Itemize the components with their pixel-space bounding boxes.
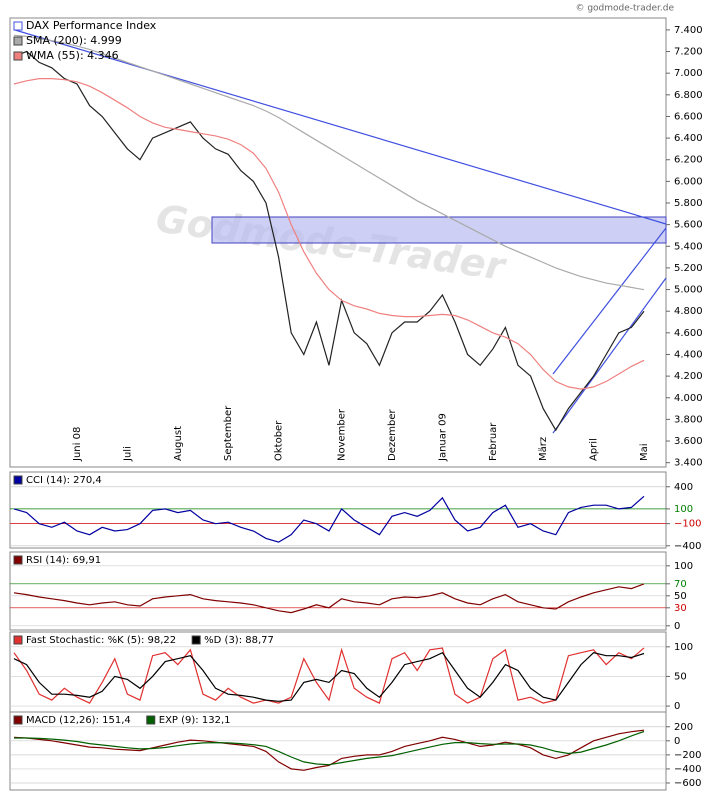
y-tick-label: 0	[674, 701, 680, 712]
legend-label: RSI (14): 69,91	[26, 555, 101, 566]
x-tick-label: April	[589, 438, 600, 461]
legend-label: SMA (200): 4.999	[26, 34, 122, 47]
y-tick-label: 4.000	[674, 393, 703, 404]
legend-swatch	[13, 555, 23, 565]
x-tick-label: Dezember	[387, 409, 398, 461]
x-tick-label: Juni 08	[72, 427, 83, 462]
legend-swatch	[13, 36, 23, 46]
series-line	[13, 50, 645, 432]
legend-label: EXP (9): 132,1	[159, 715, 231, 726]
channel-line	[552, 227, 667, 375]
series-line	[13, 78, 645, 390]
y-tick-label: −100	[674, 519, 701, 530]
y-tick-label: 7.200	[674, 47, 703, 58]
legend-label: Fast Stochastic: %K (5): 98,22	[26, 635, 176, 646]
y-tick-label: −400	[674, 764, 701, 775]
y-tick-label: 3.600	[674, 436, 703, 447]
y-tick-label: −400	[674, 541, 701, 552]
legend-label: CCI (14): 270,4	[26, 475, 102, 486]
legend-swatch	[13, 21, 23, 31]
y-tick-label: 3.400	[674, 458, 703, 469]
y-tick-label: 6.600	[674, 111, 703, 122]
y-tick-label: 200	[674, 722, 693, 733]
y-tick-label: 4.200	[674, 371, 703, 382]
y-tick-label: 6.000	[674, 176, 703, 187]
legend-swatch	[13, 51, 23, 61]
y-tick-label: 6.800	[674, 90, 703, 101]
y-tick-label: 50	[674, 671, 687, 682]
y-tick-label: 30	[674, 603, 687, 614]
series-line	[13, 647, 645, 704]
y-tick-label: 4.800	[674, 306, 703, 317]
channel-line	[552, 277, 667, 434]
series-line	[13, 729, 645, 771]
x-tick-label: Juli	[122, 446, 133, 462]
x-tick-label: Februar	[488, 422, 499, 461]
legend-swatch	[191, 635, 201, 645]
y-tick-label: 5.200	[674, 263, 703, 274]
x-tick-label: Mai	[639, 443, 650, 461]
x-tick-label: August	[173, 426, 184, 461]
resistance-zone	[211, 216, 667, 244]
series-line	[13, 34, 645, 291]
legend-label: DAX Performance Index	[26, 19, 157, 32]
y-tick-label: 4.600	[674, 328, 703, 339]
legend-label: %D (3): 88,77	[204, 635, 274, 646]
y-tick-label: −600	[674, 778, 701, 789]
y-tick-label: 7.000	[674, 68, 703, 79]
series-line	[14, 730, 645, 766]
y-tick-label: 3.800	[674, 414, 703, 425]
y-tick-label: 100	[674, 642, 693, 653]
y-tick-label: 4.400	[674, 349, 703, 360]
y-tick-label: 100	[674, 561, 693, 572]
legend-swatch	[146, 715, 156, 725]
copyright: © godmode-trader.de	[575, 4, 674, 14]
legend-swatch	[13, 475, 23, 485]
legend-swatch	[13, 635, 23, 645]
x-tick-label: September	[223, 405, 234, 461]
y-tick-label: 0	[674, 621, 680, 632]
rsi-panel	[9, 551, 667, 631]
y-tick-label: 400	[674, 482, 693, 493]
y-tick-label: 7.400	[674, 25, 703, 36]
legend-label: MACD (12,26): 151,4	[26, 715, 131, 726]
y-tick-label: 0	[674, 736, 680, 747]
y-tick-label: −200	[674, 750, 701, 761]
legend-swatch	[13, 715, 23, 725]
y-tick-label: 5.000	[674, 285, 703, 296]
y-tick-label: 70	[674, 579, 687, 590]
cci-panel	[9, 471, 667, 549]
x-tick-label: November	[337, 408, 348, 461]
y-tick-label: 50	[674, 591, 687, 602]
downtrend-line	[14, 29, 667, 225]
y-tick-label: 5.600	[674, 220, 703, 231]
x-tick-label: Januar 09	[437, 413, 448, 462]
series-line	[13, 583, 645, 614]
x-tick-label: März	[538, 437, 549, 461]
series-line	[13, 651, 645, 702]
y-tick-label: 100	[674, 504, 693, 515]
x-tick-label: Oktober	[274, 420, 285, 461]
y-tick-label: 5.800	[674, 198, 703, 209]
y-tick-label: 6.200	[674, 155, 703, 166]
legend-label: WMA (55): 4.346	[26, 49, 119, 62]
y-tick-label: 5.400	[674, 241, 703, 252]
y-tick-label: 6.400	[674, 133, 703, 144]
series-line	[13, 495, 645, 543]
